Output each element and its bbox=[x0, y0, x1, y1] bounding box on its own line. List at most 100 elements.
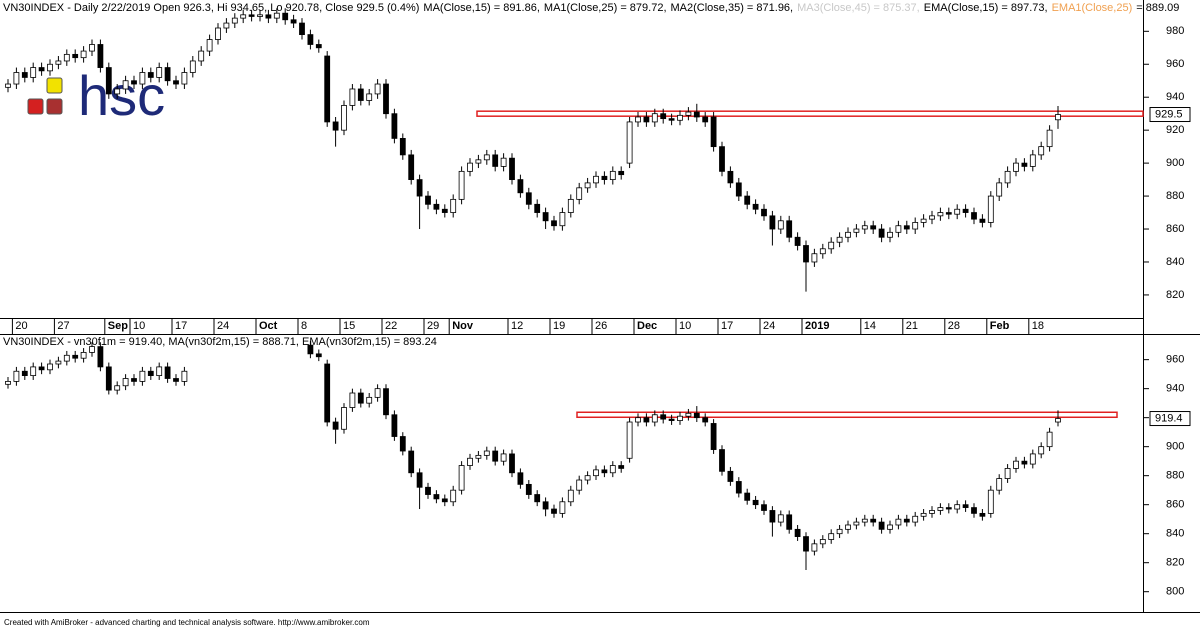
candle-body bbox=[660, 414, 667, 420]
candle-body bbox=[265, 14, 272, 19]
candle-body bbox=[47, 63, 53, 72]
candle-body bbox=[735, 182, 742, 197]
candle-body bbox=[786, 220, 793, 238]
candle-body bbox=[937, 507, 944, 511]
candle-body bbox=[206, 39, 213, 52]
indicator-label: MA2(Close,35) = 871.96, bbox=[671, 2, 794, 14]
candle-body bbox=[517, 472, 524, 485]
candle-body bbox=[492, 154, 499, 167]
candle-body bbox=[47, 363, 53, 371]
candle-body bbox=[1055, 114, 1061, 121]
candle-body bbox=[105, 67, 112, 95]
candle-body bbox=[366, 396, 373, 404]
candle-body bbox=[164, 67, 171, 82]
candle-body bbox=[912, 515, 919, 523]
candle-body bbox=[954, 504, 961, 510]
candle-body bbox=[231, 17, 238, 24]
candle-body bbox=[878, 521, 885, 530]
candle-body bbox=[752, 499, 759, 506]
candle-body bbox=[374, 388, 381, 398]
x-tick-label: 29 bbox=[427, 320, 439, 332]
candle-body bbox=[467, 162, 473, 172]
candle-body bbox=[769, 510, 776, 523]
candle-body bbox=[559, 212, 566, 227]
candle-body bbox=[1021, 460, 1028, 465]
candle-body bbox=[677, 114, 683, 121]
candle-body bbox=[450, 198, 457, 213]
indicator-label: = 889.09 bbox=[1136, 2, 1179, 14]
candle-body bbox=[475, 159, 482, 164]
candle-body bbox=[114, 385, 121, 391]
candle-body bbox=[609, 170, 616, 180]
candle-body bbox=[416, 179, 423, 197]
candle-body bbox=[433, 203, 440, 210]
candle-body bbox=[761, 208, 767, 217]
y-tick-label: 840 bbox=[1166, 256, 1184, 268]
candle-body bbox=[408, 450, 415, 474]
candle-body bbox=[89, 44, 95, 52]
candle-body bbox=[828, 533, 835, 540]
candle-body bbox=[811, 543, 818, 552]
candle-body bbox=[441, 208, 448, 213]
candle-body bbox=[937, 212, 944, 217]
candle-body bbox=[912, 222, 919, 230]
candle-body bbox=[668, 118, 675, 121]
candle-body bbox=[97, 346, 104, 368]
candle-body bbox=[1004, 468, 1011, 479]
candle-body bbox=[332, 421, 339, 430]
candle-body bbox=[307, 344, 314, 355]
indicator-label: MA1(Close,25) = 879.72, bbox=[544, 2, 667, 14]
candle-body bbox=[374, 83, 381, 95]
candle-body bbox=[248, 14, 255, 17]
candle-body bbox=[853, 228, 860, 233]
candle-body bbox=[618, 465, 625, 469]
candle-body bbox=[80, 50, 87, 59]
candle-body bbox=[80, 352, 87, 359]
candle-body bbox=[450, 489, 457, 503]
candle-body bbox=[979, 218, 986, 223]
candle-body bbox=[971, 212, 977, 220]
x-tick-label: 17 bbox=[175, 320, 187, 332]
y-tick-label: 960 bbox=[1166, 58, 1184, 70]
candle-body bbox=[198, 50, 205, 62]
candle-body bbox=[399, 138, 406, 156]
candle-body bbox=[324, 55, 331, 123]
candle-body bbox=[887, 524, 893, 530]
x-tick-label: 18 bbox=[1032, 320, 1044, 332]
candle-body bbox=[601, 175, 608, 180]
candle-body bbox=[685, 111, 692, 116]
y-tick-label: 880 bbox=[1166, 470, 1184, 482]
x-tick-label: 24 bbox=[763, 320, 775, 332]
x-tick-label: Nov bbox=[452, 320, 474, 332]
candle-body bbox=[63, 53, 70, 62]
candle-body bbox=[727, 170, 734, 184]
y-tick-label: 920 bbox=[1166, 124, 1184, 136]
candle-body bbox=[803, 536, 809, 552]
candle-body bbox=[357, 88, 364, 101]
candle-body bbox=[105, 366, 112, 391]
candle-body bbox=[601, 469, 608, 474]
candle-body bbox=[870, 518, 877, 523]
header-text: VN30INDEX - vn30f1m = 919.40, MA(vn30f2m… bbox=[3, 336, 437, 348]
candle-body bbox=[542, 501, 549, 510]
footer: Created with AmiBroker - advanced charti… bbox=[4, 618, 370, 627]
candle-body bbox=[811, 253, 818, 263]
x-tick-label: 17 bbox=[721, 320, 733, 332]
candle-body bbox=[164, 366, 171, 379]
candle-body bbox=[643, 417, 650, 423]
candle-body bbox=[551, 508, 557, 514]
candle-body bbox=[719, 146, 725, 172]
candle-body bbox=[383, 83, 389, 115]
y-tick-label: 840 bbox=[1166, 528, 1184, 540]
candle-body bbox=[895, 518, 902, 526]
candle-body bbox=[752, 203, 759, 210]
candle-body bbox=[719, 449, 725, 472]
candle-body bbox=[433, 494, 440, 500]
candle-body bbox=[819, 539, 826, 545]
candle-body bbox=[895, 225, 902, 233]
candle-body bbox=[996, 478, 1003, 491]
candle-body bbox=[735, 481, 742, 494]
candle-body bbox=[38, 366, 45, 371]
candle-body bbox=[5, 83, 11, 88]
